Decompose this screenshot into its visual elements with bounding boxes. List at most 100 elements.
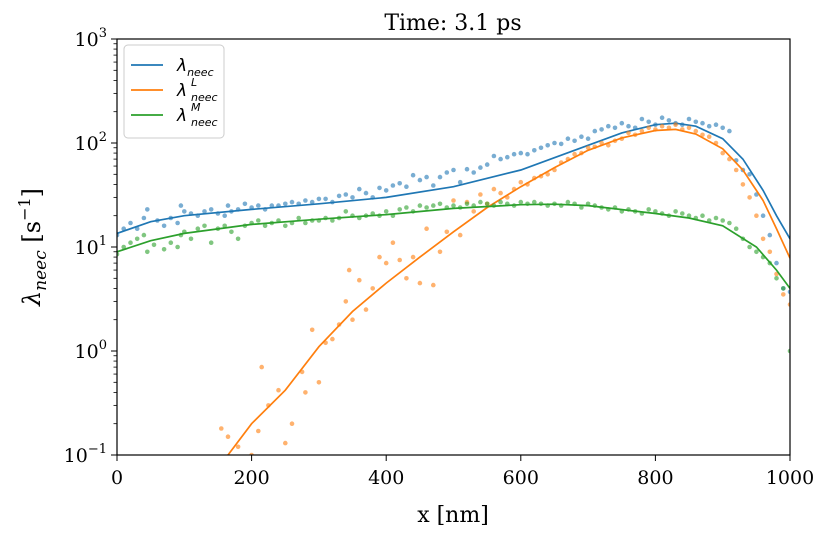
data-point: [128, 240, 133, 245]
data-point: [225, 203, 231, 208]
data-point: [377, 254, 382, 260]
data-point: [606, 123, 611, 129]
data-point: [491, 186, 497, 192]
data-point: [659, 115, 665, 120]
data-point: [505, 154, 510, 160]
data-point: [424, 226, 429, 231]
data-point: [646, 125, 651, 131]
data-point: [673, 209, 678, 214]
legend-label: λneec: [176, 56, 214, 79]
data-point: [545, 143, 550, 148]
data-point: [693, 119, 699, 125]
data-point: [680, 211, 685, 216]
data-point: [774, 276, 779, 281]
data-point: [592, 128, 598, 134]
data-point: [370, 286, 376, 291]
data-point: [363, 190, 369, 196]
data-point: [235, 444, 241, 450]
data-point: [262, 223, 268, 229]
data-point: [175, 244, 180, 250]
data-point: [182, 209, 187, 214]
data-point: [451, 167, 456, 173]
data-point: [713, 122, 719, 127]
data-point: [659, 123, 665, 129]
data-point: [451, 203, 456, 208]
data-point: [202, 209, 207, 214]
data-point: [626, 123, 631, 129]
data-point: [222, 223, 227, 229]
data-point: [229, 229, 234, 235]
data-point: [518, 150, 524, 156]
data-point: [767, 232, 773, 238]
y-axis-label-subscript: neec: [31, 250, 51, 291]
data-point: [626, 130, 631, 136]
data-point: [478, 192, 483, 197]
data-point: [585, 136, 591, 141]
data-point: [404, 205, 409, 210]
data-point: [343, 299, 349, 304]
data-point: [760, 213, 766, 218]
data-point: [141, 215, 147, 221]
data-point: [390, 183, 396, 188]
data-point: [208, 240, 214, 245]
data-point: [383, 209, 389, 214]
data-point: [498, 156, 503, 162]
data-point: [478, 199, 483, 205]
x-axis: 0 200 400 600 800 1000: [111, 455, 814, 489]
data-point: [686, 116, 692, 122]
data-point: [572, 151, 577, 157]
chart-title: Time: 3.1 ps: [384, 11, 521, 36]
data-point: [498, 190, 503, 196]
data-point: [579, 205, 584, 210]
data-point: [706, 134, 712, 139]
legend-item: λneec: [131, 56, 214, 79]
data-point: [276, 387, 281, 393]
data-point: [484, 162, 490, 167]
x-tick-label: 1000: [766, 467, 814, 489]
series-2: [117, 199, 790, 354]
data-point: [579, 134, 584, 139]
y-tick-label: 103: [75, 26, 107, 51]
data-point: [585, 145, 591, 151]
data-point: [417, 203, 423, 208]
y-tick-label: 102: [75, 130, 107, 155]
data-point: [498, 199, 503, 205]
series-fit-line: [117, 122, 790, 240]
data-point: [572, 138, 577, 144]
y-axis-label-unit: [s: [18, 221, 46, 243]
data-point: [357, 186, 362, 192]
data-point: [151, 242, 157, 248]
data-point: [444, 170, 450, 175]
data-point: [639, 128, 645, 134]
data-point: [545, 172, 550, 177]
y-axis-label-symbol: λ: [18, 291, 46, 307]
series-0: [117, 115, 790, 295]
x-axis-label: x [nm]: [417, 503, 489, 528]
data-point: [346, 267, 352, 273]
data-point: [444, 229, 450, 235]
data-point: [451, 198, 456, 203]
data-point: [471, 209, 477, 214]
data-point: [565, 136, 571, 141]
data-point: [417, 177, 423, 183]
data-point: [727, 220, 732, 226]
data-point: [417, 280, 423, 286]
data-point: [760, 236, 766, 242]
data-point: [404, 184, 409, 189]
data-point: [410, 254, 416, 260]
data-point: [410, 172, 416, 178]
data-point: [283, 440, 288, 446]
data-point: [363, 307, 369, 312]
data-point: [289, 199, 295, 205]
data-point: [397, 257, 403, 263]
data-point: [747, 172, 752, 177]
data-point: [397, 181, 403, 186]
y-tick-label: 100: [75, 338, 107, 363]
data-point: [457, 232, 463, 238]
data-point: [558, 141, 564, 147]
data-point: [303, 220, 308, 226]
data-point: [733, 226, 739, 231]
data-point: [121, 244, 126, 250]
data-point: [693, 128, 699, 134]
